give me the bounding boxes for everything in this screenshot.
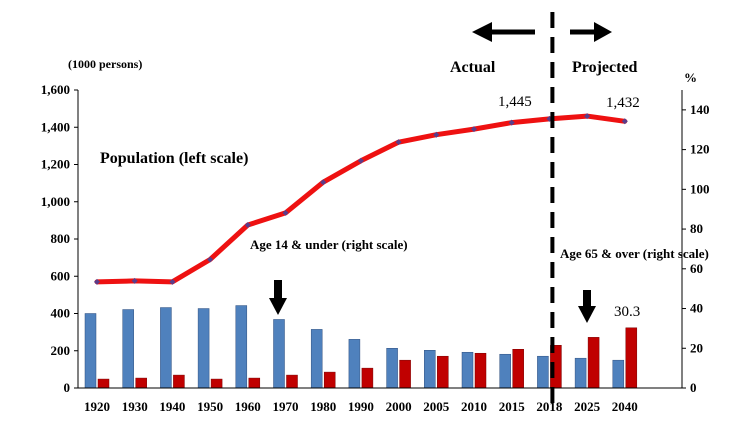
- population-point-2025: [584, 113, 591, 120]
- right-tick-label: 140: [690, 102, 710, 117]
- population-point-1970: [282, 209, 289, 216]
- right-tick-label: 60: [690, 261, 703, 276]
- x-tick-label: 2015: [499, 399, 526, 414]
- x-tick-label: 2000: [386, 399, 412, 414]
- population-point-2000: [395, 139, 402, 146]
- bar-age65-1960: [248, 377, 261, 389]
- right-tick-label: 120: [690, 142, 710, 157]
- x-tick-label: 2040: [612, 399, 638, 414]
- bar-age65-2010: [474, 352, 487, 389]
- bar-age14-1930: [122, 309, 134, 389]
- bar-age65-1970: [286, 374, 298, 389]
- bar-age14-2040: [612, 359, 625, 389]
- bar-age65-1940: [173, 374, 185, 389]
- bar-age65-1980: [323, 371, 336, 389]
- x-tick-label: 1920: [84, 399, 110, 414]
- bar-age14-2018: [537, 355, 549, 389]
- x-tick-label: 1930: [122, 399, 148, 414]
- right-axis-unit: %: [684, 70, 697, 85]
- bar-age14-2010: [461, 351, 474, 389]
- left-tick-label: 600: [51, 268, 71, 283]
- population-point-1950: [207, 256, 214, 263]
- population-point-1960: [244, 222, 251, 229]
- x-tick-label: 1960: [235, 399, 261, 414]
- bar-age65-2025: [587, 337, 600, 389]
- bar-age14-1970: [273, 319, 285, 389]
- down-arrow-icon-age65: [578, 290, 596, 323]
- bar-age65-1950: [210, 378, 223, 389]
- population-point-1930: [131, 277, 138, 284]
- right-tick-label: 100: [690, 181, 710, 196]
- bar-age14-2005: [424, 350, 436, 389]
- population-point-1990: [357, 157, 364, 164]
- population-point-2005: [433, 131, 440, 138]
- bar-age14-2000: [386, 348, 398, 389]
- population-point-1940: [169, 278, 176, 285]
- left-tick-label: 1,400: [41, 119, 70, 134]
- bar-age14-1920: [84, 313, 97, 389]
- bar-series-group: [84, 305, 638, 389]
- left-tick-label: 0: [64, 380, 71, 395]
- projected-label: Projected: [572, 59, 638, 76]
- x-tick-label: 1990: [348, 399, 374, 414]
- age14-series-label: Age 14 & under (right scale): [250, 237, 408, 252]
- pop-2040-label: 1,432: [606, 95, 640, 111]
- left-tick-label: 800: [51, 231, 71, 246]
- bar-age65-2040: [625, 327, 638, 389]
- left-tick-label: 1,000: [41, 194, 70, 209]
- x-tick-label: 1980: [310, 399, 336, 414]
- left-tick-label: 200: [51, 343, 71, 358]
- population-series-label: Population (left scale): [100, 150, 248, 167]
- left-axis-unit: (1000 persons): [68, 57, 142, 71]
- bar-age14-1940: [160, 307, 172, 389]
- x-tick-label: 2025: [574, 399, 601, 414]
- x-tick-label: 1950: [197, 399, 223, 414]
- bar-age65-1920: [97, 378, 110, 389]
- x-tick-label: 2010: [461, 399, 487, 414]
- right-tick-label: 80: [690, 221, 703, 236]
- population-point-2040: [621, 118, 628, 125]
- left-tick-label: 400: [51, 306, 71, 321]
- x-tick-label: 2005: [423, 399, 450, 414]
- axes-group: 02004006008001,0001,2001,4001,6000204060…: [41, 82, 710, 414]
- left-arrow-icon: [472, 22, 535, 42]
- left-tick-label: 1,200: [41, 157, 70, 172]
- down-arrow-icon-age14: [269, 280, 287, 315]
- age65-2040-label: 30.3: [614, 304, 640, 320]
- right-tick-label: 20: [690, 340, 703, 355]
- bar-age14-1990: [348, 339, 361, 389]
- bar-age14-1950: [197, 308, 210, 389]
- bar-age14-2025: [574, 357, 587, 389]
- bar-age14-1960: [235, 305, 248, 389]
- x-tick-label: 2018: [536, 399, 563, 414]
- age65-series-label: Age 65 & over (right scale): [560, 246, 709, 261]
- x-tick-label: 1970: [273, 399, 299, 414]
- population-point-1920: [94, 278, 100, 285]
- population-point-2015: [508, 119, 515, 126]
- actual-label: Actual: [450, 59, 496, 76]
- right-arrow-icon: [570, 22, 612, 42]
- pop-2018-label: 1,445: [498, 94, 532, 110]
- bar-age14-1980: [310, 329, 323, 389]
- right-tick-label: 0: [690, 380, 697, 395]
- x-tick-label: 1940: [159, 399, 185, 414]
- bar-age65-2005: [437, 355, 449, 389]
- population-point-2010: [471, 126, 477, 133]
- population-point-1980: [320, 179, 327, 186]
- bar-age65-1930: [135, 377, 147, 389]
- right-tick-label: 40: [690, 301, 703, 316]
- bar-age14-2015: [499, 353, 511, 389]
- bar-age65-1990: [361, 367, 374, 389]
- bar-age65-2000: [399, 359, 411, 389]
- left-tick-label: 1,600: [41, 82, 70, 97]
- line-series-group: [94, 113, 628, 285]
- bar-age65-2015: [512, 349, 524, 389]
- population-line: [94, 113, 628, 285]
